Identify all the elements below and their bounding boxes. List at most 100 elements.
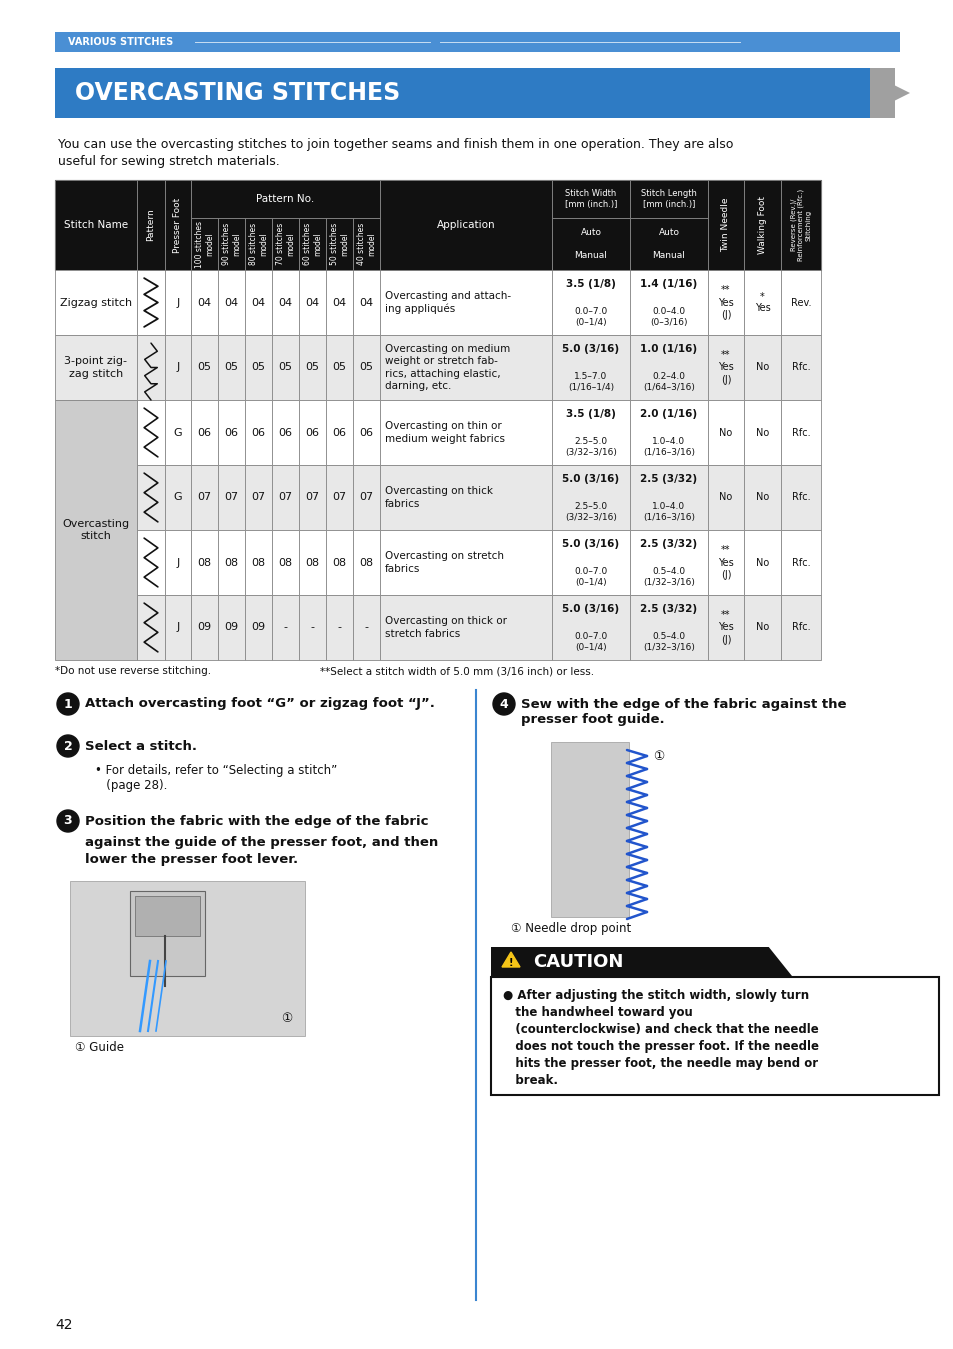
Text: Stitch Length
[mm (inch.)]: Stitch Length [mm (inch.)] <box>640 189 697 209</box>
Bar <box>552 179 629 219</box>
Text: OVERCASTING STITCHES: OVERCASTING STITCHES <box>75 81 400 105</box>
Bar <box>218 595 245 660</box>
Text: **Select a stitch width of 5.0 mm (3/16 inch) or less.: **Select a stitch width of 5.0 mm (3/16 … <box>319 666 594 676</box>
Bar <box>191 270 218 335</box>
Bar <box>707 465 743 530</box>
Text: 04: 04 <box>224 298 238 308</box>
Bar <box>55 67 869 117</box>
Text: 05: 05 <box>333 363 346 372</box>
Text: J: J <box>176 622 179 633</box>
Bar <box>629 335 707 401</box>
Text: 08: 08 <box>197 557 212 568</box>
Text: 04: 04 <box>305 298 319 308</box>
Bar <box>298 465 326 530</box>
Text: Auto

Manual: Auto Manual <box>574 228 607 260</box>
Text: Stitch Width
[mm (inch.)]: Stitch Width [mm (inch.)] <box>564 189 617 209</box>
Text: 80 stitches
model: 80 stitches model <box>249 223 268 264</box>
Text: No: No <box>755 428 768 437</box>
Text: 2.5 (3/32): 2.5 (3/32) <box>639 473 697 484</box>
Text: 3: 3 <box>64 815 72 827</box>
Bar <box>379 270 552 335</box>
Text: Overcasting on thick or
stretch fabrics: Overcasting on thick or stretch fabrics <box>385 616 506 638</box>
Text: 09: 09 <box>197 622 212 633</box>
Text: Select a stitch.: Select a stitch. <box>85 739 196 753</box>
Bar <box>298 219 326 270</box>
Text: ①: ① <box>652 750 663 764</box>
Text: 2.0 (1/16): 2.0 (1/16) <box>639 409 697 420</box>
Text: 08: 08 <box>252 557 265 568</box>
Bar <box>191 530 218 595</box>
Text: !: ! <box>508 958 513 969</box>
Text: **
Yes
(J): ** Yes (J) <box>718 285 733 320</box>
Text: 07: 07 <box>197 492 212 502</box>
Text: 06: 06 <box>224 428 238 437</box>
Text: 3-point zig-
zag stitch: 3-point zig- zag stitch <box>65 356 128 379</box>
Bar <box>55 179 821 270</box>
Text: ① Needle drop point: ① Needle drop point <box>511 921 631 935</box>
Text: VARIOUS STITCHES: VARIOUS STITCHES <box>68 36 173 47</box>
Text: Twin Needle: Twin Needle <box>720 198 730 252</box>
Text: Position the fabric with the edge of the fabric: Position the fabric with the edge of the… <box>85 815 428 827</box>
Text: Zigzag stitch: Zigzag stitch <box>60 298 132 308</box>
Bar <box>55 32 899 53</box>
Text: 0.0–7.0
(0–1/4): 0.0–7.0 (0–1/4) <box>574 633 607 652</box>
Bar <box>135 896 200 936</box>
Bar <box>245 401 272 465</box>
Text: 05: 05 <box>224 363 238 372</box>
Text: 06: 06 <box>305 428 319 437</box>
Text: Application: Application <box>436 220 495 229</box>
Text: -: - <box>364 622 368 633</box>
Bar <box>165 530 191 595</box>
Text: 0.0–4.0
(0–3/16): 0.0–4.0 (0–3/16) <box>650 308 687 326</box>
Bar <box>137 270 165 335</box>
Text: 3.5 (1/8): 3.5 (1/8) <box>565 409 616 420</box>
Bar <box>781 530 821 595</box>
Circle shape <box>57 693 79 715</box>
Text: Stitch Name: Stitch Name <box>64 220 128 229</box>
Text: 04: 04 <box>278 298 293 308</box>
Bar <box>137 530 165 595</box>
Bar <box>326 335 353 401</box>
Text: 05: 05 <box>305 363 319 372</box>
Bar <box>781 465 821 530</box>
Text: 50 stitches
model: 50 stitches model <box>330 223 349 266</box>
Bar <box>552 595 629 660</box>
Bar <box>165 270 191 335</box>
Text: 0.5–4.0
(1/32–3/16): 0.5–4.0 (1/32–3/16) <box>642 568 694 587</box>
Bar <box>379 179 552 270</box>
Bar <box>629 530 707 595</box>
Text: 4: 4 <box>499 697 508 711</box>
Bar <box>245 219 272 270</box>
Text: does not touch the presser foot. If the needle: does not touch the presser foot. If the … <box>502 1040 818 1054</box>
Bar <box>70 881 305 1036</box>
Bar <box>781 179 821 270</box>
Text: No: No <box>755 363 768 372</box>
Bar <box>191 335 218 401</box>
Bar <box>218 335 245 401</box>
Bar <box>165 179 191 270</box>
Bar <box>55 67 864 117</box>
Text: 0.0–7.0
(0–1/4): 0.0–7.0 (0–1/4) <box>574 568 607 587</box>
Text: 06: 06 <box>333 428 346 437</box>
Text: Rev.: Rev. <box>790 298 810 308</box>
Bar <box>137 465 165 530</box>
Text: 04: 04 <box>359 298 374 308</box>
Text: Rfc.: Rfc. <box>791 557 809 568</box>
Text: 2.5 (3/32): 2.5 (3/32) <box>639 604 697 614</box>
Text: 04: 04 <box>197 298 212 308</box>
Bar <box>55 270 137 335</box>
Bar <box>781 401 821 465</box>
Text: No: No <box>755 557 768 568</box>
Text: against the guide of the presser foot, and then: against the guide of the presser foot, a… <box>85 836 437 849</box>
Bar <box>326 401 353 465</box>
Bar <box>218 270 245 335</box>
Text: break.: break. <box>502 1074 558 1087</box>
Text: 09: 09 <box>224 622 238 633</box>
Bar <box>379 335 552 401</box>
Bar <box>552 270 629 335</box>
Text: 06: 06 <box>197 428 212 437</box>
Bar <box>353 335 379 401</box>
Text: G: G <box>173 492 182 502</box>
Bar <box>298 270 326 335</box>
Text: G: G <box>173 428 182 437</box>
